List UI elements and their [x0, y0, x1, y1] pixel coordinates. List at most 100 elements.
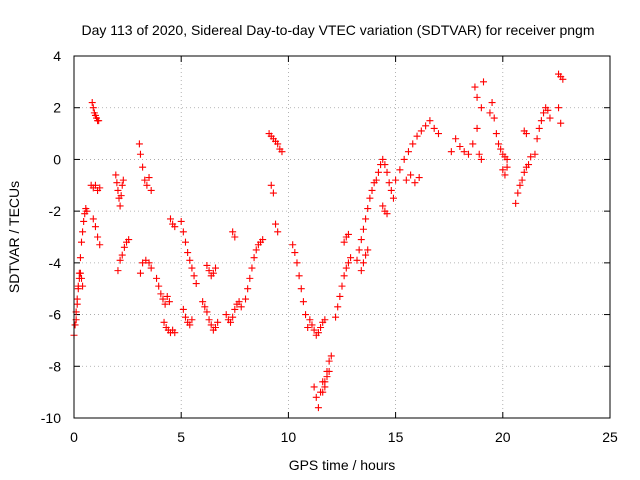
data-point	[252, 246, 260, 254]
data-point	[477, 155, 485, 163]
data-point	[246, 274, 254, 282]
data-point	[114, 267, 122, 275]
data-point	[387, 186, 395, 194]
data-point	[314, 404, 322, 412]
data-point	[546, 114, 554, 122]
data-point	[212, 264, 220, 272]
data-point	[368, 186, 376, 194]
data-point	[190, 272, 198, 280]
data-point	[332, 313, 340, 321]
data-point	[495, 140, 503, 148]
data-point	[488, 99, 496, 107]
data-point	[171, 223, 179, 231]
data-point	[460, 148, 468, 156]
data-point	[95, 117, 103, 125]
data-point	[359, 225, 367, 233]
data-point	[527, 153, 535, 161]
data-point	[464, 150, 472, 158]
data-point	[141, 176, 149, 184]
data-point	[139, 163, 147, 171]
data-point	[490, 114, 498, 122]
x-tick-label: 0	[70, 429, 78, 445]
y-tick-label: -4	[49, 255, 62, 271]
y-tick-label: 4	[53, 48, 61, 64]
data-point	[73, 300, 81, 308]
data-point	[323, 367, 331, 375]
data-point	[499, 166, 507, 174]
data-point	[409, 140, 417, 148]
data-point	[518, 176, 526, 184]
data-point	[359, 259, 367, 267]
data-point	[321, 378, 329, 386]
data-point	[274, 228, 282, 236]
data-point	[145, 259, 153, 267]
data-point	[147, 264, 155, 272]
data-point	[96, 184, 104, 192]
data-point	[135, 140, 143, 148]
y-tick-label: -2	[49, 203, 62, 219]
data-point	[78, 274, 86, 282]
data-point	[186, 321, 194, 329]
data-point	[231, 233, 239, 241]
data-point	[237, 303, 245, 311]
data-point	[203, 308, 211, 316]
chart-title: Day 113 of 2020, Sidereal Day-to-day VTE…	[81, 22, 594, 38]
data-point	[374, 168, 382, 176]
data-point	[159, 295, 167, 303]
data-point	[544, 106, 552, 114]
data-point	[91, 223, 99, 231]
data-point	[407, 171, 415, 179]
data-point	[366, 194, 374, 202]
data-point	[533, 135, 541, 143]
data-point	[125, 236, 133, 244]
data-point	[486, 109, 494, 117]
data-point	[540, 109, 548, 117]
data-point	[114, 186, 122, 194]
y-axis-label: SDTVAR / TECUs	[6, 181, 22, 293]
data-point	[192, 280, 200, 288]
x-tick-label: 25	[602, 429, 618, 445]
data-point	[357, 267, 365, 275]
data-point	[537, 117, 545, 125]
x-tick-label: 15	[388, 429, 404, 445]
data-point	[492, 130, 500, 138]
data-point	[411, 179, 419, 187]
data-point	[153, 274, 161, 282]
data-point	[525, 161, 533, 169]
data-point	[289, 241, 297, 249]
data-point	[89, 104, 97, 112]
data-point	[179, 305, 187, 313]
data-point	[516, 181, 524, 189]
data-point	[165, 298, 173, 306]
data-point	[145, 174, 153, 182]
data-point	[259, 236, 267, 244]
data-point	[347, 254, 355, 262]
y-tick-label: -6	[49, 307, 62, 323]
data-point	[422, 122, 430, 130]
data-point	[120, 243, 128, 251]
data-point	[557, 119, 565, 127]
data-point	[188, 316, 196, 324]
data-point	[297, 285, 305, 293]
data-point	[555, 104, 563, 112]
data-point	[512, 199, 520, 207]
data-point	[118, 181, 126, 189]
data-point	[559, 75, 567, 83]
data-point	[383, 210, 391, 218]
data-point	[535, 124, 543, 132]
data-point	[353, 256, 361, 264]
data-point	[295, 272, 303, 280]
data-point	[71, 321, 79, 329]
x-tick-labels: 0 5 10 15 20 25	[70, 429, 618, 445]
data-point	[181, 238, 189, 246]
data-point	[76, 254, 84, 262]
data-point	[314, 329, 322, 337]
data-point	[205, 316, 213, 324]
data-point	[269, 189, 277, 197]
y-tick-label: -8	[49, 358, 62, 374]
data-point	[113, 179, 121, 187]
data-point	[362, 251, 370, 259]
data-point	[244, 285, 252, 293]
